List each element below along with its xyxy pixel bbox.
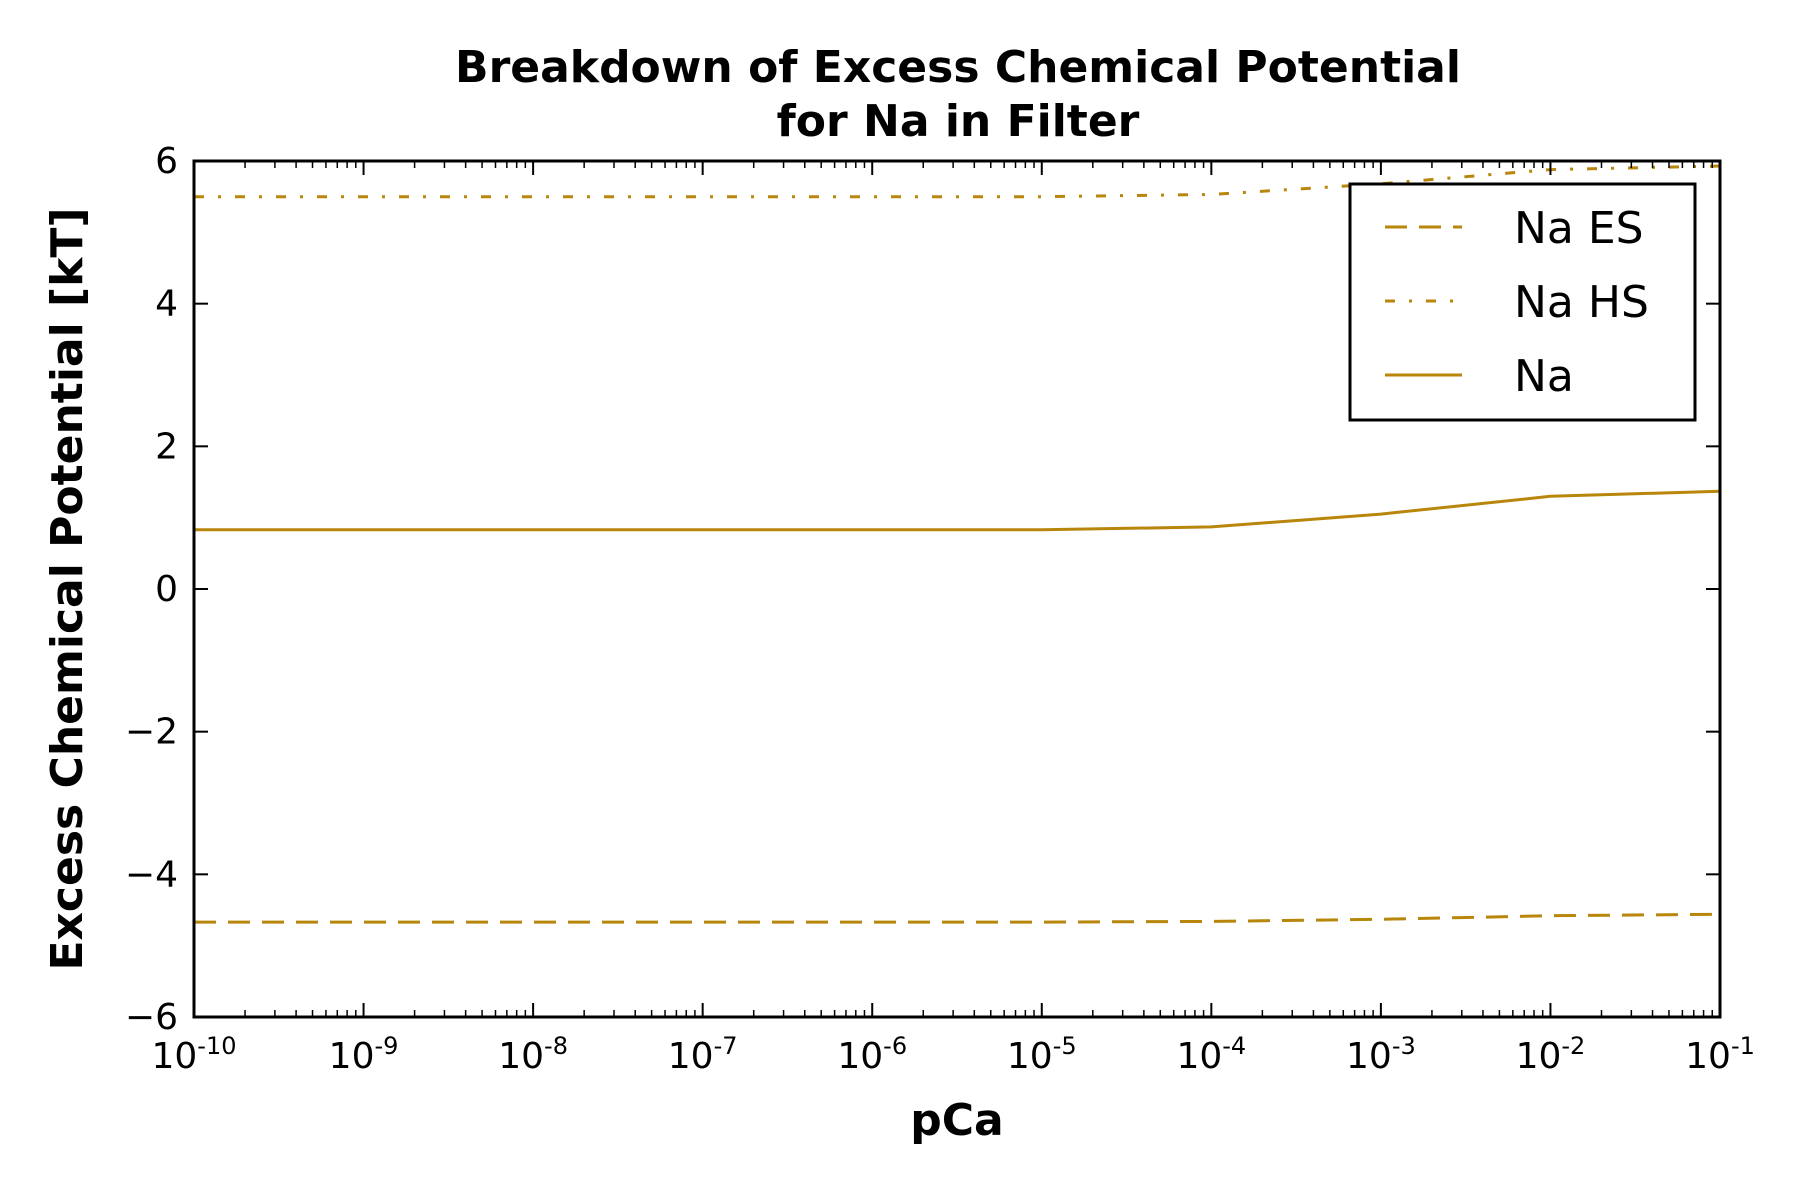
x-tick-label: 10-2 — [1516, 1032, 1586, 1077]
legend-label-0: Na ES — [1514, 203, 1644, 254]
plot-frame — [192, 159, 1722, 1019]
chart-title-line-2: for Na in Filter — [777, 96, 1140, 147]
y-tick-label: −2 — [125, 712, 178, 753]
y-tick-label: 2 — [155, 426, 178, 467]
x-tick-label: 10-5 — [1007, 1032, 1077, 1077]
y-tick-label: −4 — [125, 854, 178, 895]
chart-title-line-1: Breakdown of Excess Chemical Potential — [455, 42, 1461, 93]
series-line-1 — [194, 164, 1721, 199]
legend-entries: Na ES Na HS Na — [1385, 203, 1649, 402]
legend-label-2: Na — [1514, 351, 1574, 402]
x-tick-label: 10-9 — [329, 1032, 399, 1077]
x-tick-label: 10-10 — [151, 1032, 236, 1077]
y-tick-label: 6 — [155, 141, 178, 182]
x-tick-label: 10-1 — [1685, 1032, 1755, 1077]
x-tick-label: 10-6 — [837, 1032, 907, 1077]
y-tick-label: −6 — [125, 997, 178, 1038]
x-axis-label: pCa — [910, 1095, 1003, 1146]
legend: Na ES Na HS Na — [1348, 182, 1697, 422]
x-tick-label: 10-4 — [1176, 1032, 1246, 1077]
x-tick-label: 10-3 — [1346, 1032, 1416, 1077]
legend-box — [1348, 182, 1697, 422]
x-tick-label: 10-8 — [498, 1032, 568, 1077]
x-tick-label: 10-7 — [668, 1032, 738, 1077]
series-layer — [194, 164, 1721, 924]
tick-layer: 10-10 10-9 10-8 10-7 10-6 10-5 10-4 10-3 10-2 10-… — [125, 141, 1755, 1077]
legend-label-1: Na HS — [1514, 277, 1649, 328]
series-line-2 — [194, 489, 1721, 532]
y-tick-label: 0 — [155, 569, 178, 610]
series-line-0 — [194, 912, 1721, 924]
y-tick-label: 4 — [155, 284, 178, 325]
y-axis-label: Excess Chemical Potential [kT] — [42, 208, 93, 971]
